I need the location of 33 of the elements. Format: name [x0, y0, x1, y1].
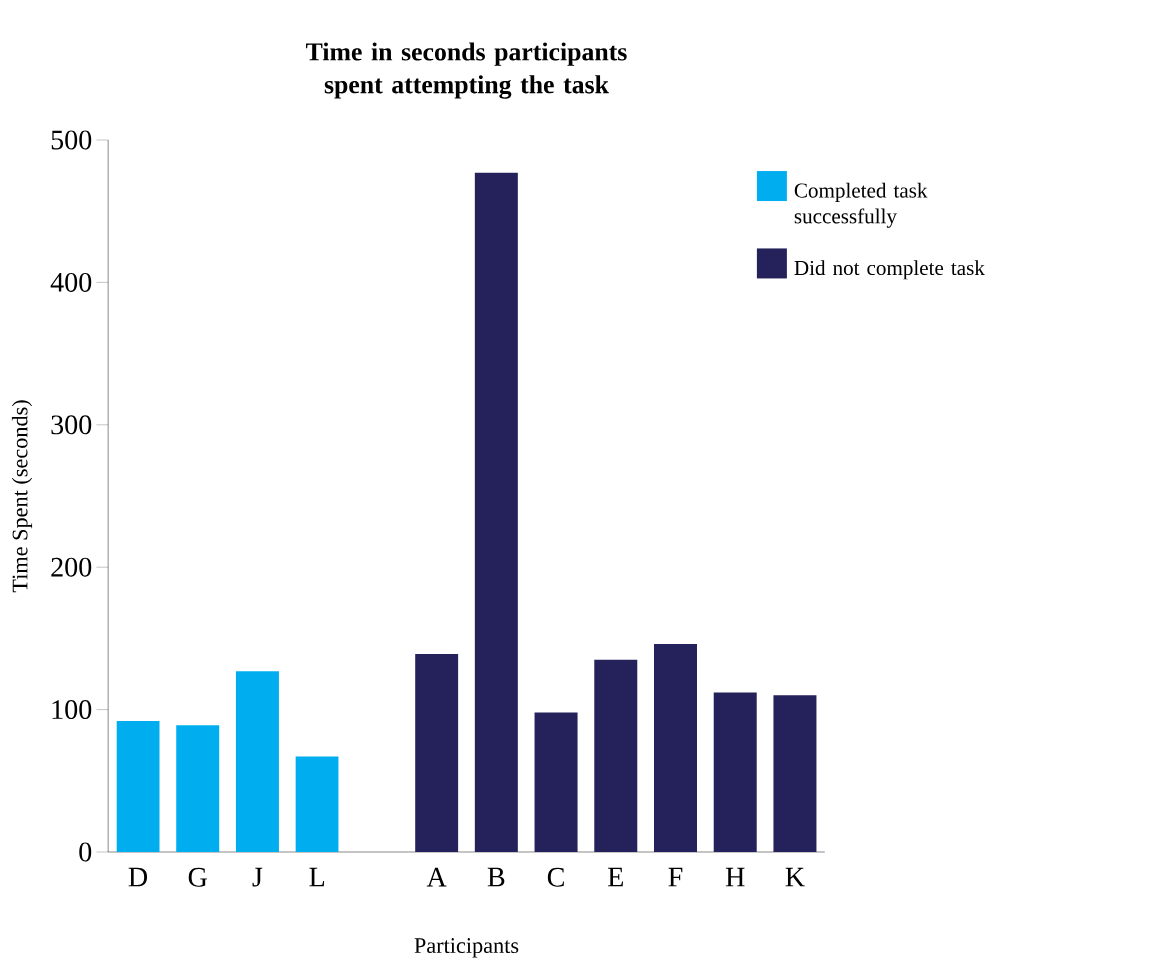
bar	[176, 725, 220, 852]
y-tick-label: 400	[50, 272, 92, 292]
bar	[654, 644, 697, 852]
bar	[474, 172, 518, 852]
x-tick-label: E	[608, 867, 623, 887]
y-tick-label: 500	[51, 130, 92, 150]
x-axis-title: Participants	[414, 938, 519, 958]
x-tick-label: F	[668, 867, 683, 887]
x-tick-label: B	[487, 867, 505, 887]
bar	[773, 695, 817, 852]
y-tick-label: 200	[51, 557, 92, 577]
bar	[594, 659, 638, 852]
x-tick-label: G	[188, 867, 207, 887]
x-tick-label: J	[252, 867, 263, 887]
x-tick-label: L	[309, 867, 325, 887]
legend-label: Did not complete task	[794, 260, 985, 280]
chart-title: Time in seconds participants spent attempting the task	[306, 42, 627, 99]
x-tick-label: D	[128, 867, 148, 887]
y-tick-label: 300	[51, 415, 92, 435]
x-tick-label: K	[785, 867, 805, 887]
bar	[534, 712, 578, 852]
y-tick-label: 0	[79, 842, 92, 862]
x-tick-label: H	[725, 867, 745, 887]
bar	[295, 756, 339, 852]
y-axis-title: Time Spent (seconds)	[11, 400, 33, 593]
bar	[116, 720, 160, 852]
legend-label: Completed task successfully	[794, 182, 928, 228]
bar	[415, 654, 459, 852]
bar	[235, 671, 279, 852]
x-tick-label: A	[426, 867, 447, 887]
x-tick-label: C	[547, 867, 564, 887]
y-tick-label: 100	[52, 700, 92, 720]
bar	[713, 692, 757, 852]
